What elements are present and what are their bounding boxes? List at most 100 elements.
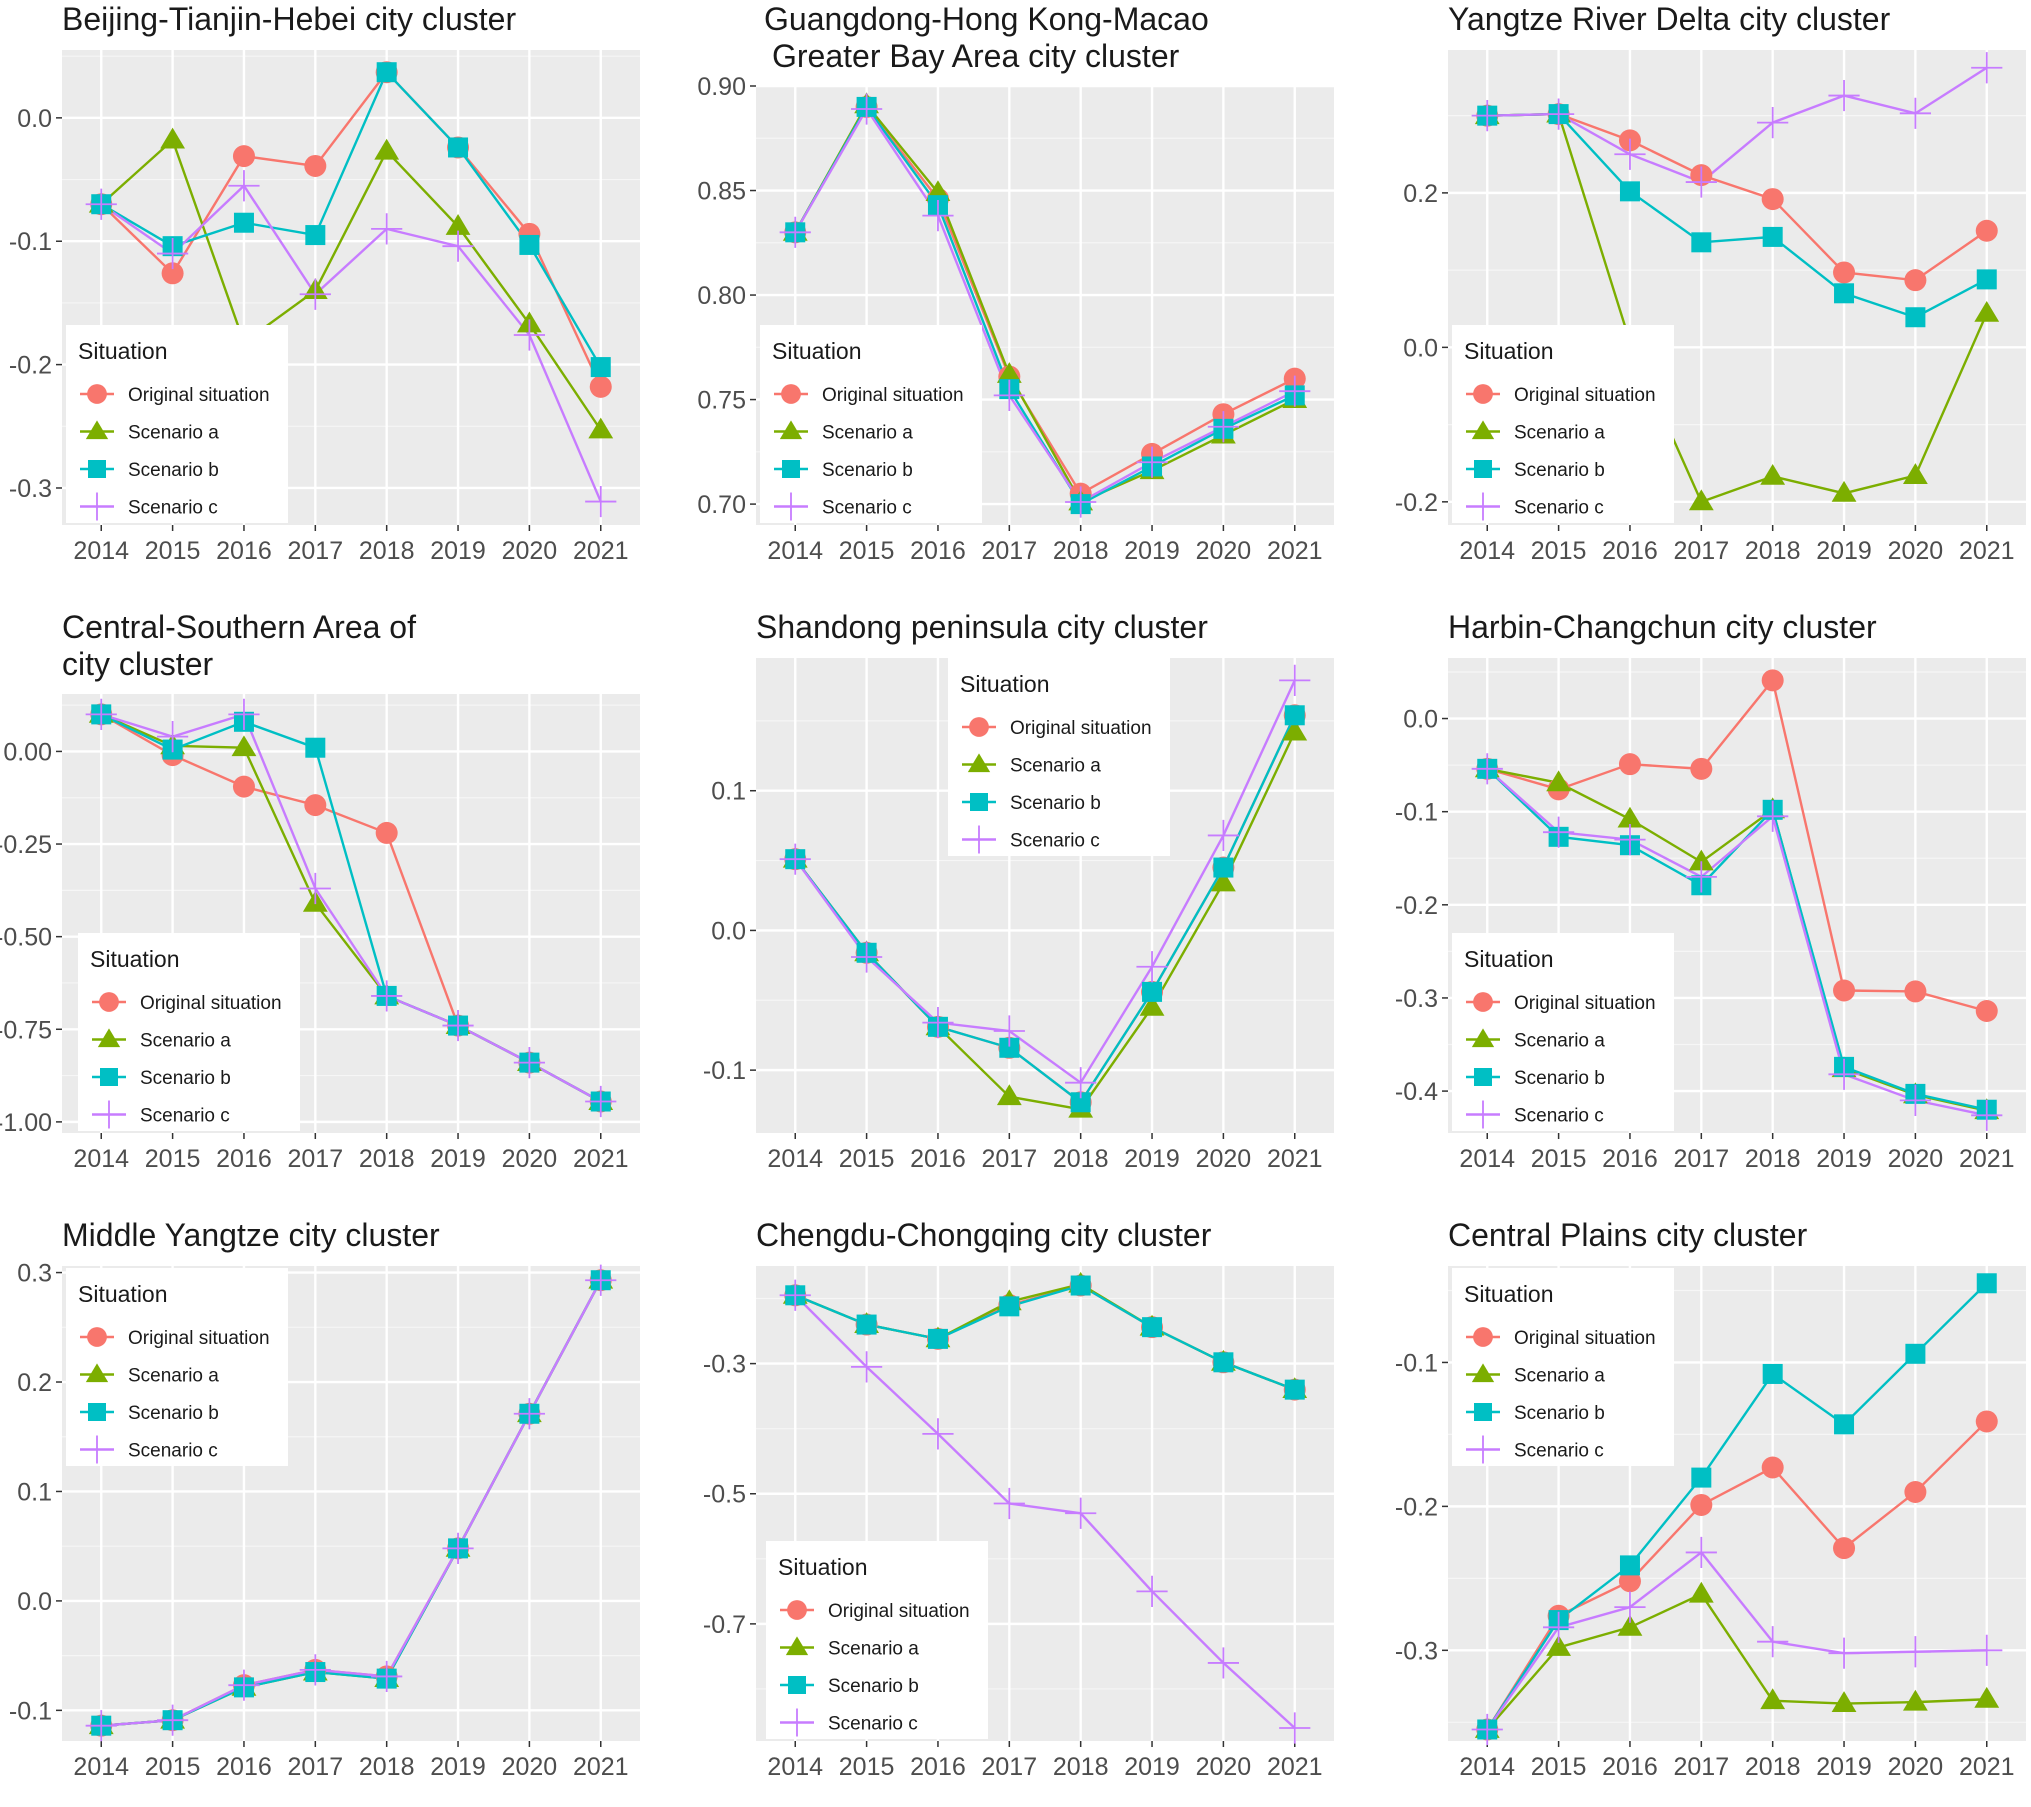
data-point [1617, 806, 1643, 828]
data-point [1065, 486, 1097, 518]
legend: Situation Original situation Scenario a Sce… [948, 658, 1170, 856]
x-tick-label: 2018 [1745, 1753, 1801, 1781]
x-tick-label: 2015 [839, 537, 895, 565]
chart-panel-2: Guangdong-Hong Kong-Macao Greater Bay Are… [694, 0, 1371, 591]
x-tick-label: 2018 [1053, 537, 1109, 565]
x-tick-label: 2016 [1602, 1145, 1658, 1173]
x-tick-label: 2015 [145, 537, 201, 565]
legend-key-marker [1473, 384, 1493, 404]
data-point [922, 1418, 954, 1450]
data-point [299, 872, 331, 905]
data-point [1905, 1343, 1926, 1364]
data-point [1619, 181, 1640, 202]
legend-key-marker [88, 460, 106, 478]
x-tick-label: 2016 [1602, 537, 1658, 565]
series-line-4 [794, 1294, 1296, 1729]
data-point [1471, 1713, 1503, 1746]
chart-title: Central Plains city cluster [1448, 1217, 1808, 1253]
y-tick-label: -0.7 [703, 1611, 746, 1639]
y-tick-label: -0.3 [9, 475, 52, 503]
data-point [1831, 1691, 1857, 1713]
x-tick-label: 2014 [73, 537, 129, 565]
data-point [1543, 98, 1575, 130]
data-point [161, 262, 184, 285]
data-point [1690, 757, 1713, 780]
data-point [1614, 1591, 1646, 1623]
data-point [1761, 1456, 1784, 1479]
series-line-2 [1486, 1592, 1987, 1731]
data-point [1617, 1614, 1643, 1636]
legend-label: Scenario b [828, 1676, 919, 1697]
legend-key-marker [782, 460, 800, 478]
legend-label: Scenario c [822, 498, 912, 519]
data-point [1070, 1092, 1091, 1113]
data-point [228, 698, 260, 730]
legend-box [760, 325, 982, 523]
y-tick-label: 0.1 [17, 1478, 52, 1506]
legend-box [66, 325, 288, 523]
x-tick-label: 2021 [1267, 537, 1323, 565]
data-point [1976, 269, 1997, 290]
legend-label: Scenario a [1010, 756, 1101, 777]
x-tick-label: 2017 [288, 1753, 344, 1781]
data-point [779, 216, 811, 248]
x-tick-label: 2021 [573, 1753, 629, 1781]
y-tick-label: -0.3 [1395, 985, 1438, 1013]
legend-title: Situation [1464, 1281, 1554, 1307]
data-point [1902, 463, 1928, 485]
x-tick-label: 2014 [73, 1145, 129, 1173]
x-tick-label: 2021 [1959, 537, 2015, 565]
data-point [1546, 770, 1572, 792]
legend-label: Original situation [128, 1328, 270, 1349]
x-tick-label: 2015 [1531, 1753, 1587, 1781]
y-tick-label: -0.1 [9, 1697, 52, 1725]
legend-label: Original situation [128, 385, 270, 406]
data-point [519, 234, 540, 255]
legend-box [1452, 325, 1674, 523]
legend-key-marker [779, 420, 803, 440]
data-point [371, 980, 403, 1012]
data-point [1757, 1626, 1789, 1658]
data-point [85, 188, 117, 220]
data-point [1760, 463, 1786, 485]
data-point [1136, 446, 1168, 478]
data-point [1471, 100, 1503, 132]
data-point [232, 775, 255, 798]
y-tick-label: 0.80 [697, 282, 746, 310]
data-point [589, 375, 612, 398]
data-point [1762, 226, 1783, 247]
legend-box [78, 933, 300, 1131]
data-point [1828, 1058, 1860, 1090]
data-point [157, 1704, 189, 1736]
chart-title: Greater Bay Area city cluster [772, 38, 1180, 74]
legend-key-marker [99, 992, 119, 1012]
x-tick-label: 2018 [359, 537, 415, 565]
x-tick-label: 2020 [1196, 1145, 1252, 1173]
data-point [228, 1669, 260, 1701]
data-point [1546, 1635, 1572, 1656]
chart-panel-5: Shandong peninsula city cluster 0.1 0.0 -0.… [694, 608, 1371, 1199]
data-point [1899, 1636, 1931, 1668]
data-point [1976, 1273, 1997, 1294]
x-tick-label: 2020 [1196, 1753, 1252, 1781]
y-tick-label: 0.3 [17, 1260, 52, 1288]
data-point [1279, 1712, 1311, 1744]
data-point [1971, 52, 2003, 84]
chart-panel-1: Beijing-Tianjin-Hebei city cluster 0.0 -0.… [0, 0, 677, 591]
data-point [851, 941, 883, 973]
x-tick-label: 2018 [359, 1753, 415, 1781]
data-point [299, 278, 331, 310]
data-point [1828, 79, 1860, 112]
legend-key-marker [1474, 460, 1492, 478]
legend-label: Scenario a [128, 423, 219, 444]
y-tick-label: -0.2 [1395, 1493, 1438, 1521]
data-point [374, 138, 400, 160]
data-point [85, 1710, 117, 1742]
data-point [1471, 753, 1503, 785]
x-tick-label: 2020 [1196, 537, 1252, 565]
legend-label: Scenario c [1010, 831, 1100, 852]
data-point [304, 154, 327, 177]
data-point [375, 821, 398, 844]
